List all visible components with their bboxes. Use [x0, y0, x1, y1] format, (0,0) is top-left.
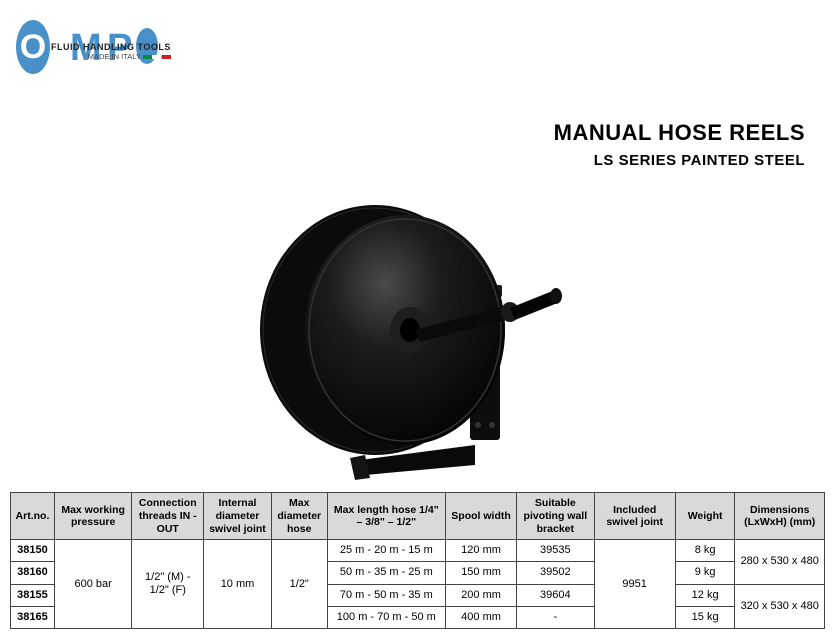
- cell-artno: 38165: [11, 606, 55, 628]
- page-subtitle: LS SERIES PAINTED STEEL: [554, 152, 805, 169]
- page-headings: MANUAL HOSE REELS LS SERIES PAINTED STEE…: [554, 120, 805, 169]
- cell-artno: 38155: [11, 584, 55, 606]
- header-swivel: Included swivel joint: [594, 493, 675, 540]
- spec-table: Art.no. Max working pressure Connection …: [10, 492, 825, 629]
- cell-maxlen: 50 m - 35 m - 25 m: [327, 562, 445, 584]
- tagline-line2: MADE IN ITALY: [51, 52, 171, 61]
- header-maxlen: Max length hose 1/4" – 3/8" – 1/2": [327, 493, 445, 540]
- company-logo: O M P FLUID HANDLING TOOLS MADE IN ITALY: [15, 18, 165, 81]
- cell-artno: 38150: [11, 540, 55, 562]
- logo-tagline: FLUID HANDLING TOOLS MADE IN ITALY: [51, 42, 171, 61]
- cell-dim: 320 x 530 x 480: [735, 584, 825, 628]
- header-weight: Weight: [675, 493, 735, 540]
- cell-swivel: 9951: [594, 540, 675, 629]
- product-image: [210, 190, 590, 490]
- cell-weight: 8 kg: [675, 540, 735, 562]
- header-dim: Dimensions (LxWxH) (mm): [735, 493, 825, 540]
- cell-conn: 1/2" (M) - 1/2" (F): [132, 540, 204, 629]
- cell-spool: 120 mm: [445, 540, 516, 562]
- cell-artno: 38160: [11, 562, 55, 584]
- header-bracket: Suitable pivoting wall bracket: [517, 493, 594, 540]
- svg-text:O: O: [20, 28, 46, 66]
- header-pressure: Max working pressure: [54, 493, 131, 540]
- cell-spool: 400 mm: [445, 606, 516, 628]
- header-artno: Art.no.: [11, 493, 55, 540]
- cell-maxlen: 100 m - 70 m - 50 m: [327, 606, 445, 628]
- header-spool: Spool width: [445, 493, 516, 540]
- cell-bracket: 39502: [517, 562, 594, 584]
- header-intdia: Internal diameter swivel joint: [204, 493, 272, 540]
- table-header-row: Art.no. Max working pressure Connection …: [11, 493, 825, 540]
- cell-weight: 12 kg: [675, 584, 735, 606]
- page-title: MANUAL HOSE REELS: [554, 120, 805, 146]
- cell-bracket: 39535: [517, 540, 594, 562]
- cell-spool: 150 mm: [445, 562, 516, 584]
- cell-weight: 15 kg: [675, 606, 735, 628]
- header-maxdia: Max diameter hose: [271, 493, 327, 540]
- italy-flag-icon: [143, 55, 171, 59]
- cell-spool: 200 mm: [445, 584, 516, 606]
- tagline-line1: FLUID HANDLING TOOLS: [51, 42, 171, 52]
- header-conn: Connection threads IN - OUT: [132, 493, 204, 540]
- cell-bracket: 39604: [517, 584, 594, 606]
- cell-intdia: 10 mm: [204, 540, 272, 629]
- cell-maxdia: 1/2": [271, 540, 327, 629]
- cell-maxlen: 25 m - 20 m - 15 m: [327, 540, 445, 562]
- cell-bracket: -: [517, 606, 594, 628]
- cell-pressure: 600 bar: [54, 540, 131, 629]
- cell-weight: 9 kg: [675, 562, 735, 584]
- table-row: 38150 600 bar 1/2" (M) - 1/2" (F) 10 mm …: [11, 540, 825, 562]
- cell-maxlen: 70 m - 50 m - 35 m: [327, 584, 445, 606]
- cell-dim: 280 x 530 x 480: [735, 540, 825, 584]
